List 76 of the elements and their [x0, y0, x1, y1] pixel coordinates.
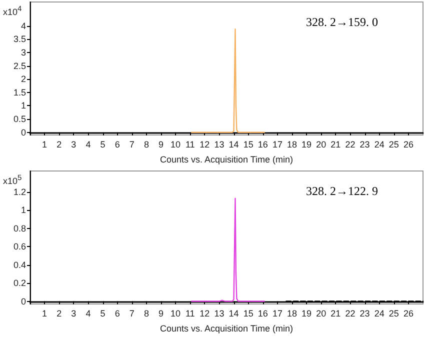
y-tick-label: 2: [20, 74, 26, 84]
line-series: [190, 28, 265, 133]
x-tick-label: 21: [330, 140, 341, 150]
y-tick-label: 0.6: [13, 242, 26, 252]
x-tick-label: 23: [360, 140, 370, 150]
x-tick-label: 20: [316, 308, 326, 318]
x-tick-label: 16: [258, 308, 268, 318]
x-tick-label: 20: [316, 140, 326, 150]
y-tick-label: 0: [20, 296, 26, 306]
x-tick-label: 10: [170, 308, 181, 318]
y-tick-label: 4: [20, 20, 26, 31]
x-tick-label: 19: [302, 140, 312, 150]
line-series: [190, 198, 265, 302]
x-tick-label: 19: [302, 308, 312, 318]
y-tick-label: 1: [20, 205, 26, 216]
x-tick-label: 7: [129, 140, 134, 150]
x-tick-label: 2: [56, 140, 62, 150]
y-axis-title: x10$^{5}$: [3, 172, 22, 187]
x-tick-label: 4: [86, 140, 91, 150]
x-tick-label: 8: [144, 140, 149, 150]
x-tick-label: 13: [214, 140, 224, 150]
x-tick-label: 14: [228, 140, 239, 150]
x-tick-label: 12: [200, 140, 210, 150]
x-tick-label: 3: [71, 140, 76, 150]
x-tick-label: 22: [345, 308, 356, 318]
x-tick-label: 6: [114, 308, 120, 318]
y-tick-label: 0.8: [13, 223, 26, 234]
x-tick-label: 26: [403, 308, 414, 318]
y-axis-title: x10$^{4}$: [3, 3, 22, 18]
x-tick-label: 5: [100, 308, 106, 318]
x-tick-label: 14: [228, 308, 239, 318]
x-tick-label: 9: [158, 308, 164, 318]
x-tick-label: 13: [214, 308, 224, 318]
x-axis-title: Counts vs. Acquisition Time (min): [160, 324, 294, 334]
x-tick-label: 15: [243, 140, 254, 150]
y-tick-label: 3: [20, 48, 26, 58]
x-axis-title: Counts vs. Acquisition Time (min): [160, 154, 294, 164]
x-tick-label: 16: [258, 140, 268, 150]
x-tick-label: 8: [144, 308, 149, 318]
x-tick-label: 15: [243, 308, 254, 318]
x-tick-label: 2: [56, 308, 62, 318]
x-tick-label: 6: [114, 140, 120, 150]
x-tick-label: 3: [71, 308, 76, 318]
x-tick-label: 18: [286, 140, 298, 150]
x-tick-label: 24: [374, 140, 384, 150]
y-tick-label: 1: [20, 100, 26, 111]
y-tick-label: 3.5: [13, 34, 26, 44]
y-tick-label: 0: [20, 127, 26, 138]
y-tick-label: 1.2: [13, 186, 26, 197]
x-tick-label: 25: [388, 140, 399, 150]
x-tick-label: 1: [42, 140, 48, 150]
x-tick-label: 25: [388, 308, 399, 318]
x-tick-label: 9: [158, 140, 164, 150]
x-tick-label: 23: [360, 308, 370, 318]
x-tick-label: 7: [129, 308, 134, 318]
y-tick-label: 0.4: [13, 260, 26, 270]
x-tick-label: 17: [272, 140, 282, 150]
annotation: 328. 2→122. 9: [306, 184, 378, 198]
x-tick-label: 10: [170, 140, 181, 150]
x-tick-label: 18: [286, 308, 298, 318]
x-tick-label: 1: [42, 308, 48, 318]
y-tick-label: 2.5: [13, 60, 26, 71]
x-tick-label: 11: [185, 140, 195, 150]
x-tick-label: 21: [330, 308, 341, 318]
x-tick-label: 26: [403, 140, 414, 150]
y-tick-label: 0.2: [13, 278, 26, 288]
y-tick-label: 1.5: [13, 87, 26, 98]
y-tick-label: 0.5: [13, 114, 26, 124]
x-tick-label: 4: [86, 308, 91, 318]
x-tick-label: 17: [272, 308, 282, 318]
x-tick-label: 5: [100, 140, 106, 150]
annotation: 328. 2→159. 0: [306, 15, 378, 29]
x-tick-label: 11: [185, 308, 195, 318]
x-tick-label: 12: [200, 308, 210, 318]
x-tick-label: 22: [345, 140, 356, 150]
x-tick-label: 24: [374, 308, 384, 318]
